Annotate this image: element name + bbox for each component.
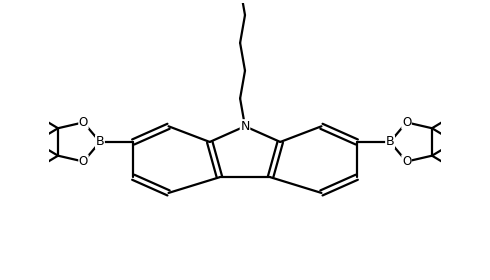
Text: N: N bbox=[240, 120, 250, 133]
Text: B: B bbox=[96, 136, 104, 148]
Text: O: O bbox=[79, 155, 88, 168]
Text: B: B bbox=[386, 136, 394, 148]
Text: O: O bbox=[402, 116, 411, 129]
Text: O: O bbox=[79, 116, 88, 129]
Text: O: O bbox=[402, 155, 411, 168]
